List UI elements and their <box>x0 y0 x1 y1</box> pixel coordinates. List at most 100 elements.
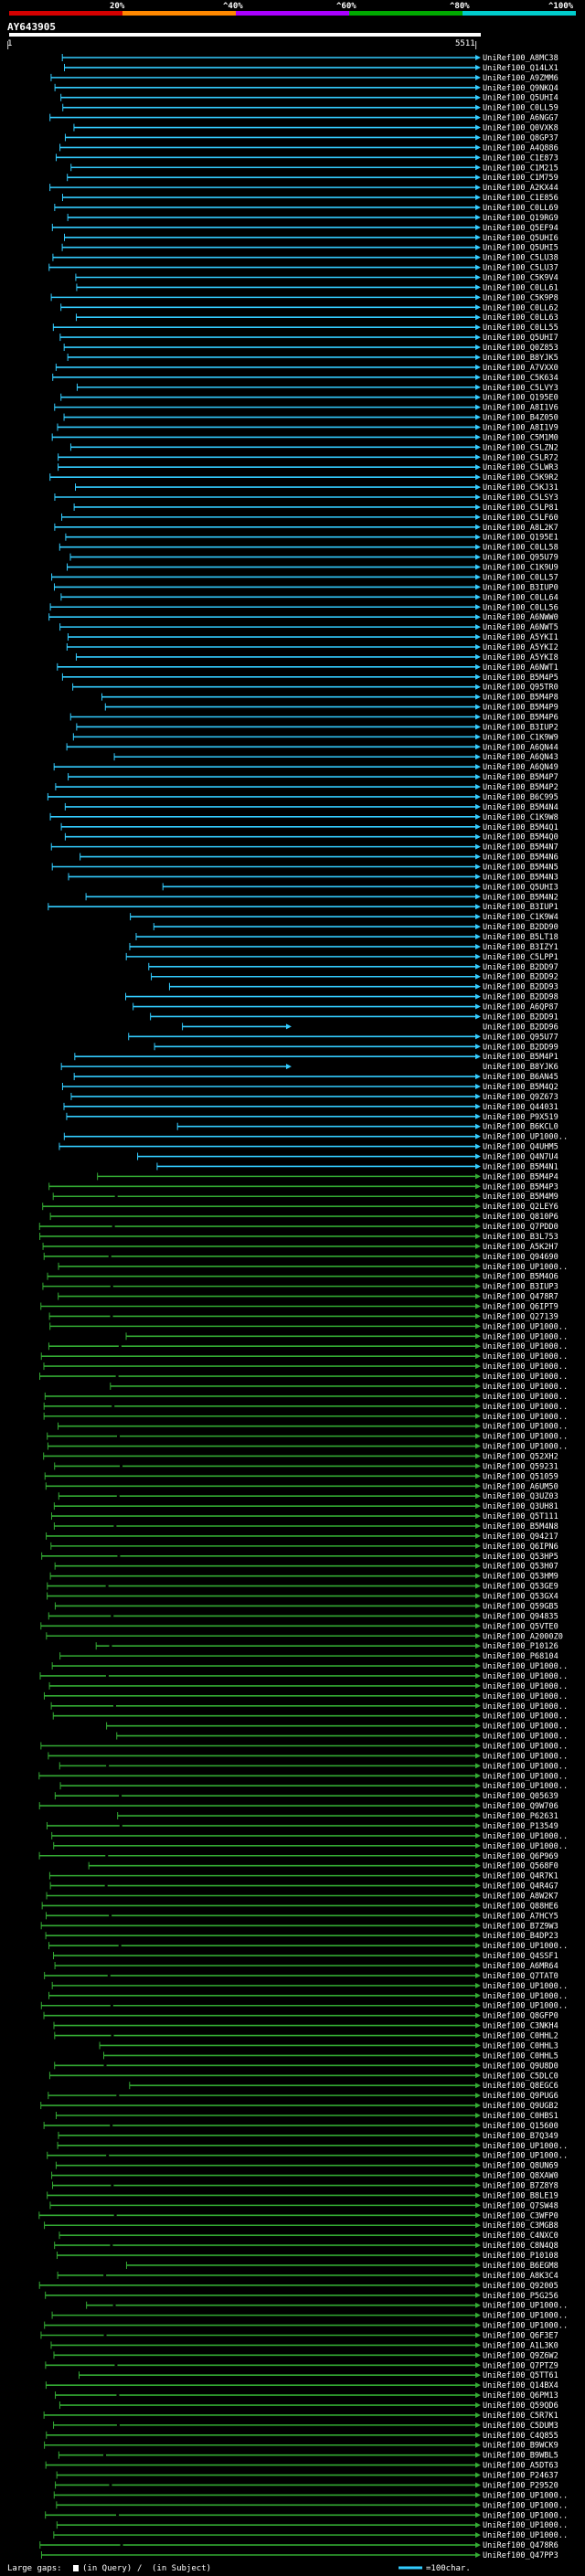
hit-label[interactable]: UniRef100_A6NGG7 <box>483 114 558 123</box>
hit-row[interactable]: UniRef100_B5M4P8 <box>101 693 558 703</box>
hit-label[interactable]: UniRef100_Q59GB5 <box>483 1602 558 1611</box>
hit-row[interactable]: UniRef100_C5LR72 <box>58 453 558 462</box>
hit-label[interactable]: UniRef100_B5M4N2 <box>483 893 558 902</box>
hit-row[interactable]: UniRef100_Q52XH2 <box>43 1452 558 1461</box>
hit-row[interactable]: UniRef100_Q3UZ03 <box>58 1492 558 1501</box>
hit-row[interactable]: UniRef100_Q95TR0 <box>72 683 558 693</box>
hit-row[interactable]: UniRef100_UP1000.. <box>56 2501 568 2510</box>
hit-row[interactable]: UniRef100_UP1000.. <box>48 1991 569 2001</box>
hit-row[interactable]: UniRef100_C0LL63 <box>75 313 558 323</box>
hit-row[interactable]: UniRef100_P5G256 <box>45 2291 558 2301</box>
hit-label[interactable]: UniRef100_Q9Z673 <box>483 1093 558 1102</box>
hit-row[interactable]: UniRef100_UP1000.. <box>47 2151 568 2161</box>
hit-label[interactable]: UniRef100_Q0Z853 <box>483 344 558 353</box>
hit-row[interactable]: UniRef100_B5M4Q0 <box>64 832 558 843</box>
hit-row[interactable]: UniRef100_A5K2H7 <box>42 1242 558 1252</box>
hit-label[interactable]: UniRef100_C5K634 <box>483 374 558 383</box>
hit-row[interactable]: UniRef100_C5K9P8 <box>50 293 558 302</box>
hit-label[interactable]: UniRef100_Q14LX1 <box>483 64 558 73</box>
hit-row[interactable]: UniRef100_P68104 <box>59 1652 558 1661</box>
hit-row[interactable]: UniRef100_Q478R6 <box>39 2541 558 2550</box>
hit-row[interactable]: UniRef100_UP1000.. <box>58 1262 568 1272</box>
hit-row[interactable]: UniRef100_Q5UHI6 <box>63 233 558 243</box>
hit-label[interactable]: UniRef100_B7Z8Y8 <box>483 2182 558 2191</box>
hit-row[interactable]: UniRef100_Q8EGC6 <box>129 2082 558 2091</box>
hit-row[interactable]: UniRef100_C1E873 <box>55 154 558 163</box>
hit-label[interactable]: UniRef100_UP1000.. <box>483 1992 568 2001</box>
hit-label[interactable]: UniRef100_P5G256 <box>483 2292 558 2301</box>
hit-label[interactable]: UniRef100_UP1000.. <box>483 1682 568 1691</box>
hit-row[interactable]: UniRef100_UP1000.. <box>51 1662 568 1671</box>
hit-label[interactable]: UniRef100_Q4SSF1 <box>483 1952 558 1961</box>
hit-label[interactable]: UniRef100_C1E856 <box>483 194 558 203</box>
hit-label[interactable]: UniRef100_Q8GP37 <box>483 133 558 143</box>
hit-label[interactable]: UniRef100_A4Q886 <box>483 143 558 153</box>
hit-label[interactable]: UniRef100_Q4R4G7 <box>483 1882 558 1892</box>
hit-label[interactable]: UniRef100_Q47PP3 <box>483 2551 558 2560</box>
hit-row[interactable]: UniRef100_C5LWR3 <box>58 463 558 472</box>
hit-row[interactable]: UniRef100_B5M4N7 <box>50 843 558 853</box>
hit-label[interactable]: UniRef100_Q7PDD0 <box>483 1223 558 1232</box>
hit-row[interactable]: UniRef100_C0LL62 <box>60 303 558 313</box>
hit-label[interactable]: UniRef100_UP1000.. <box>483 1332 568 1341</box>
hit-label[interactable]: UniRef100_UP1000.. <box>483 2322 568 2331</box>
hit-row[interactable]: UniRef100_UP1000.. <box>51 2311 568 2321</box>
hit-row[interactable]: UniRef100_B4DP23 <box>45 1932 558 1941</box>
hit-row[interactable]: UniRef100_Q9U8D0 <box>54 2062 558 2071</box>
hit-label[interactable]: UniRef100_P9X519 <box>483 1113 558 1122</box>
hit-label[interactable]: UniRef100_Q568F0 <box>483 1862 558 1871</box>
hit-label[interactable]: UniRef100_A9ZMM6 <box>483 74 558 83</box>
hit-label[interactable]: UniRef100_C1K9W9 <box>483 733 558 742</box>
hit-row[interactable]: UniRef100_UP1000.. <box>49 1322 568 1331</box>
hit-row[interactable]: UniRef100_UP1000.. <box>48 1681 568 1691</box>
hit-label[interactable]: UniRef100_UP1000.. <box>483 1322 568 1331</box>
hit-label[interactable]: UniRef100_Q92005 <box>483 2282 558 2291</box>
hit-row[interactable]: UniRef100_UP1000.. <box>52 1712 568 1722</box>
hit-row[interactable]: UniRef100_UP1000.. <box>43 1412 568 1422</box>
hit-label[interactable]: UniRef100_UP1000.. <box>483 1342 568 1352</box>
hit-label[interactable]: UniRef100_Q53HM9 <box>483 1573 558 1582</box>
hit-row[interactable]: UniRef100_UP1000.. <box>51 1831 568 1841</box>
hit-label[interactable]: UniRef100_Q8XAW0 <box>483 2172 558 2181</box>
hit-label[interactable]: UniRef100_B4Z050 <box>483 414 558 423</box>
hit-row[interactable]: UniRef100_Q92005 <box>38 2281 558 2291</box>
hit-row[interactable]: UniRef100_B5M4N3 <box>68 873 558 882</box>
hit-label[interactable]: UniRef100_C5LP81 <box>483 504 558 513</box>
hit-label[interactable]: UniRef100_C5K9V4 <box>483 274 558 283</box>
hit-row[interactable]: UniRef100_Q53GX4 <box>47 1592 558 1602</box>
hit-label[interactable]: UniRef100_Q9PUG6 <box>483 2092 558 2101</box>
hit-label[interactable]: UniRef100_C5LPP1 <box>483 953 558 962</box>
hit-row[interactable]: UniRef100_A6NGG7 <box>49 114 558 123</box>
hit-label[interactable]: UniRef100_Q5UHI4 <box>483 94 558 103</box>
hit-row[interactable]: UniRef100_B6C995 <box>47 792 558 802</box>
hit-row[interactable]: UniRef100_C5LP81 <box>73 503 558 513</box>
hit-label[interactable]: UniRef100_B5M4Q0 <box>483 833 558 843</box>
hit-label[interactable]: UniRef100_B3IUP2 <box>483 723 558 732</box>
hit-row[interactable]: UniRef100_UP1000.. <box>39 1373 569 1382</box>
hit-row[interactable]: UniRef100_Q47PP3 <box>40 2551 558 2560</box>
hit-row[interactable]: UniRef100_B7Z9W3 <box>40 1922 558 1931</box>
hit-row[interactable]: UniRef100_Q5UHI5 <box>61 243 558 253</box>
hit-row[interactable]: UniRef100_Q5VTE0 <box>40 1622 558 1631</box>
hit-row[interactable]: UniRef100_P62631 <box>117 1812 558 1821</box>
hit-label[interactable]: UniRef100_B7Q349 <box>483 2132 558 2141</box>
hit-label[interactable]: UniRef100_UP1000.. <box>483 1782 568 1791</box>
hit-label[interactable]: UniRef100_B8LE19 <box>483 2191 558 2200</box>
hit-row[interactable]: UniRef100_C0LL58 <box>58 543 558 553</box>
hit-row[interactable]: UniRef100_Q53H07 <box>54 1562 558 1572</box>
hit-label[interactable]: UniRef100_Q27139 <box>483 1312 558 1321</box>
hit-label[interactable]: UniRef100_P62631 <box>483 1812 558 1821</box>
hit-row[interactable]: UniRef100_Q59QD6 <box>58 2401 558 2411</box>
hit-label[interactable]: UniRef100_UP1000.. <box>483 2531 568 2540</box>
hit-label[interactable]: UniRef100_B7Z9W3 <box>483 1922 558 1931</box>
hit-row[interactable]: UniRef100_C5DUM3 <box>53 2421 558 2431</box>
hit-row[interactable]: UniRef100_C0LL69 <box>54 203 558 213</box>
hit-label[interactable]: UniRef100_Q478R7 <box>483 1293 558 1302</box>
hit-row[interactable]: UniRef100_B5M4N8 <box>53 1522 558 1532</box>
hit-label[interactable]: UniRef100_UP1000.. <box>483 2152 568 2161</box>
hit-label[interactable]: UniRef100_Q7PTZ9 <box>483 2361 558 2370</box>
hit-row[interactable]: UniRef100_A5DT63 <box>45 2461 558 2471</box>
hit-label[interactable]: UniRef100_A6QN43 <box>483 753 558 762</box>
hit-row[interactable]: UniRef100_UP1000.. <box>125 1332 568 1341</box>
hit-row[interactable]: UniRef100_Q5EF94 <box>51 223 558 233</box>
